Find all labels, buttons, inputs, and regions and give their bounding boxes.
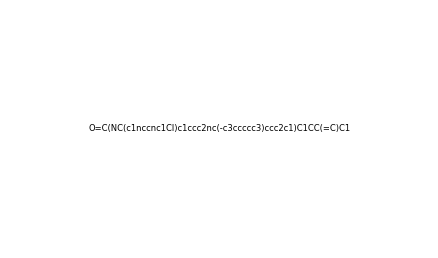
Text: O=C(NC(c1nccnc1Cl)c1ccc2nc(-c3ccccc3)ccc2c1)C1CC(=C)C1: O=C(NC(c1nccnc1Cl)c1ccc2nc(-c3ccccc3)ccc… (88, 125, 350, 133)
